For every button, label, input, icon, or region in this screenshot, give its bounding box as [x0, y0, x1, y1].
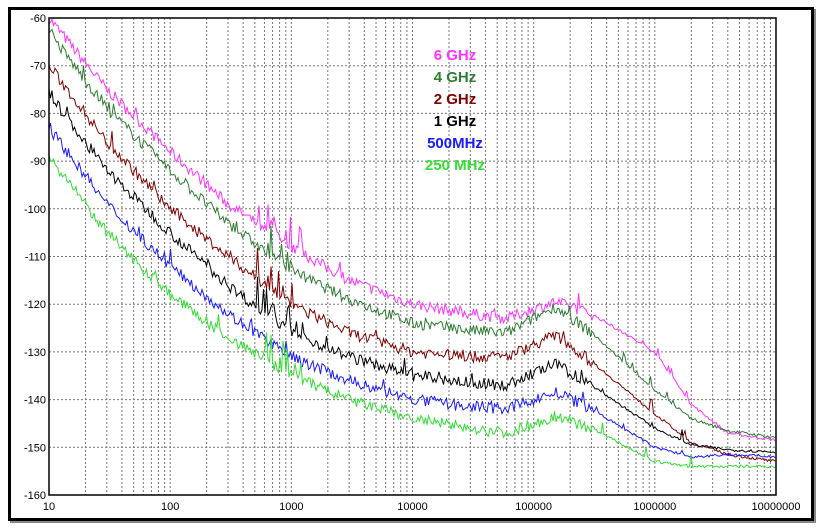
- plot-area-border: [48, 17, 777, 496]
- x-tick-label: 100: [161, 501, 179, 513]
- grid: [49, 18, 777, 495]
- y-tick-label: -150: [24, 442, 46, 454]
- y-tick-label: -60: [30, 13, 46, 25]
- x-tick-label: 1000: [279, 501, 303, 513]
- x-tick-label: 10000: [397, 501, 428, 513]
- y-tick-label: -130: [24, 347, 46, 359]
- x-tick-label: 10000000: [752, 501, 801, 513]
- x-tick-label: 1000000: [633, 501, 676, 513]
- y-tick-label: -110: [25, 252, 46, 264]
- series-lines: [48, 17, 776, 469]
- legend-entry: 500MHz: [427, 135, 483, 152]
- legend-entry: 6 GHz: [434, 47, 477, 64]
- y-tick-label: -140: [24, 395, 46, 407]
- series-line: [48, 88, 776, 454]
- y-tick-label: -160: [24, 490, 46, 502]
- legend-entry: 1 GHz: [434, 113, 477, 130]
- y-tick-label: -80: [30, 108, 46, 120]
- series-line: [48, 122, 776, 459]
- series-line: [48, 154, 776, 469]
- legend-entry: 250 MHz: [425, 157, 485, 174]
- axes: 10 100 1000 10000 100000 1000000 10000000 -60 -7…: [24, 13, 801, 513]
- x-tick-label: 10: [43, 501, 55, 513]
- legend: 6 GHz 4 GHz 2 GHz 1 GHz 500MHz 250 MHz: [425, 47, 485, 174]
- series-line: [48, 28, 776, 439]
- legend-entry: 4 GHz: [434, 69, 477, 86]
- y-tick-label: -90: [30, 156, 46, 168]
- chart-frame: [8, 7, 814, 521]
- series-line: [48, 64, 776, 463]
- legend-entry: 2 GHz: [434, 91, 477, 108]
- series-line: [48, 17, 776, 442]
- y-tick-label: -70: [30, 61, 46, 73]
- x-tick-label: 100000: [515, 501, 552, 513]
- y-tick-label: -120: [24, 299, 46, 311]
- y-tick-label: -100: [24, 204, 46, 216]
